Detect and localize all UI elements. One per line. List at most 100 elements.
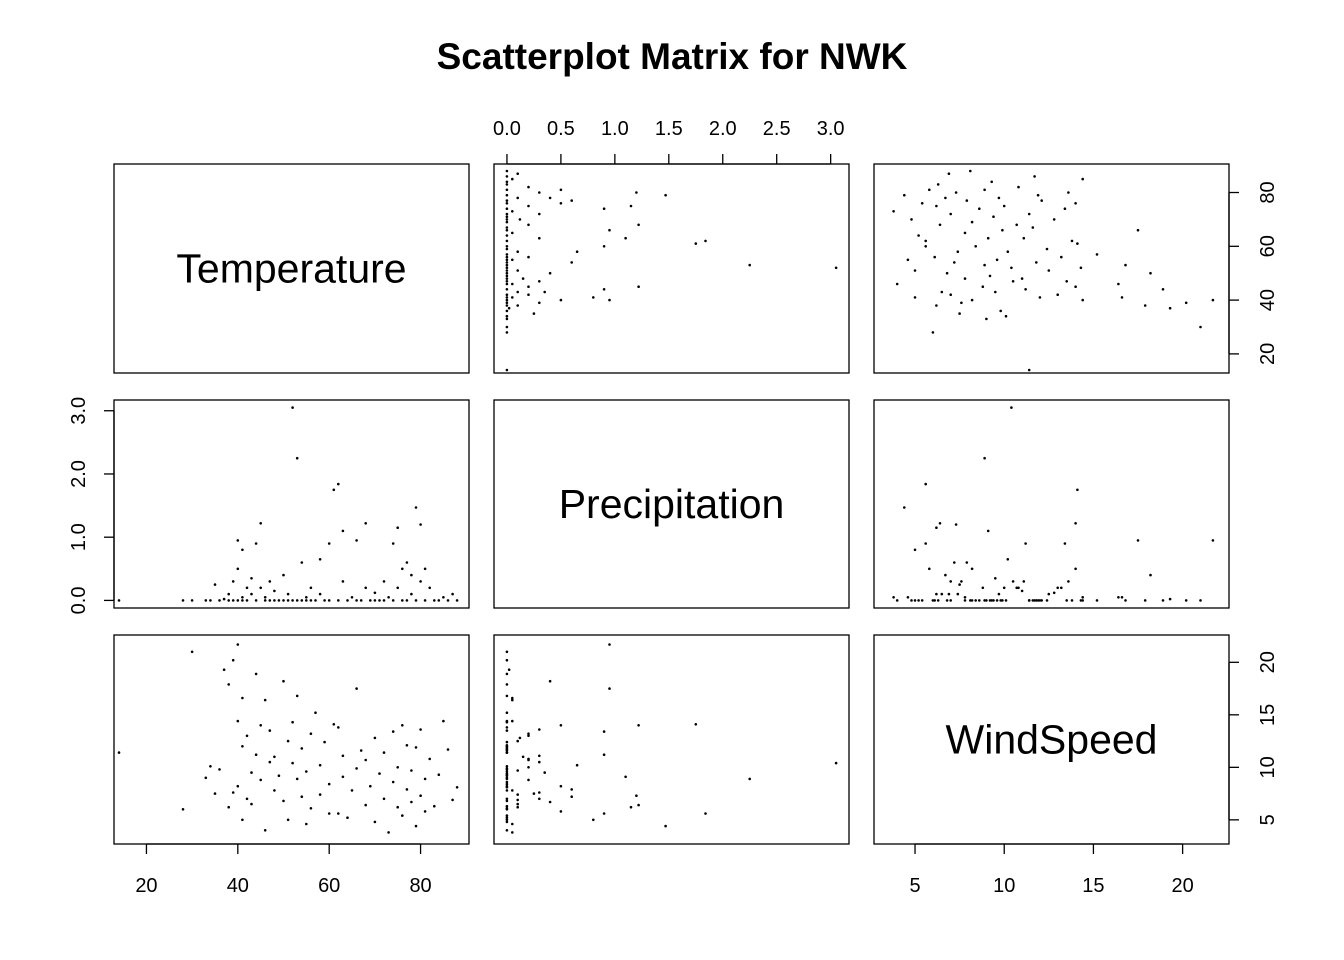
x-tick-label: 20 xyxy=(1171,875,1193,897)
scatter-point xyxy=(548,800,552,804)
scatter-point xyxy=(1199,325,1202,329)
scatter-point xyxy=(527,293,530,297)
scatter-point xyxy=(346,816,349,819)
scatter-point xyxy=(913,599,917,602)
y-tick-label: 0.0 xyxy=(68,587,90,615)
scatter-point xyxy=(516,802,519,806)
scatter-point xyxy=(635,794,638,797)
scatter-point xyxy=(1120,296,1124,299)
scatter-point xyxy=(259,778,263,782)
scatter-point xyxy=(969,169,972,173)
scatter-point xyxy=(318,793,322,796)
scatter-point xyxy=(273,755,276,759)
scatter-point xyxy=(704,812,707,815)
panel-temperature-vs-windspeed xyxy=(873,163,1230,374)
scatter-point xyxy=(423,777,427,781)
scatter-point xyxy=(1074,202,1077,205)
scatter-point xyxy=(958,312,961,315)
panel-frame xyxy=(493,163,850,374)
scatter-point xyxy=(910,599,913,602)
scatter-point xyxy=(505,188,509,192)
scatter-point xyxy=(382,599,386,602)
scatter-point xyxy=(373,820,377,824)
scatter-point xyxy=(516,769,519,772)
scatter-point xyxy=(928,567,931,571)
scatter-point xyxy=(892,210,895,213)
scatter-point xyxy=(505,773,509,776)
scatter-point xyxy=(295,777,299,781)
scatter-point xyxy=(924,542,927,545)
scatter-point xyxy=(505,729,509,732)
scatter-point xyxy=(559,784,563,788)
scatter-point xyxy=(405,599,409,602)
scatter-point xyxy=(419,523,422,526)
scatter-point xyxy=(373,736,377,740)
scatter-point xyxy=(986,236,990,240)
bottom-axis-windspeed xyxy=(914,843,1184,854)
scatter-point xyxy=(241,548,244,552)
scatter-point xyxy=(505,228,509,232)
scatter-point xyxy=(511,210,514,213)
scatter-point xyxy=(291,720,294,724)
scatter-point xyxy=(346,599,349,602)
scatter-point xyxy=(1211,539,1215,542)
scatter-point xyxy=(295,456,299,460)
scatter-point xyxy=(337,482,340,486)
scatter-point xyxy=(1063,207,1067,210)
scatter-point xyxy=(254,753,258,756)
scatter-point xyxy=(748,777,751,781)
scatter-point xyxy=(396,586,400,590)
scatter-point xyxy=(505,740,509,744)
scatter-point xyxy=(1036,193,1040,197)
scatter-point xyxy=(527,757,530,761)
scatter-point xyxy=(250,592,253,596)
scatter-point xyxy=(538,212,541,216)
scatter-point xyxy=(940,592,944,596)
scatter-point xyxy=(575,763,579,767)
scatter-point xyxy=(359,599,363,602)
x-tick-label: 0.5 xyxy=(547,118,575,140)
scatter-point xyxy=(637,724,640,727)
scatter-point xyxy=(364,586,368,590)
panel-frame xyxy=(493,399,850,609)
scatter-point xyxy=(1011,580,1015,583)
scatter-point xyxy=(1015,223,1018,227)
scatter-point xyxy=(944,196,947,200)
scatter-point xyxy=(305,596,308,599)
scatter-point xyxy=(511,177,514,181)
scatter-point xyxy=(277,774,281,777)
scatter-point xyxy=(505,720,509,724)
scatter-point xyxy=(505,789,509,792)
scatter-point xyxy=(263,599,267,602)
scatter-point xyxy=(286,739,290,743)
scatter-point xyxy=(608,687,611,690)
scatter-point xyxy=(355,767,358,770)
scatter-point xyxy=(190,650,194,654)
scatter-point xyxy=(318,592,322,596)
scatter-point xyxy=(1063,542,1067,545)
scatter-point xyxy=(414,599,418,602)
scatter-point xyxy=(1136,539,1140,542)
scatter-point xyxy=(592,818,595,822)
scatter-point xyxy=(314,711,317,714)
scatter-point xyxy=(505,298,509,302)
scatter-point xyxy=(505,314,509,318)
scatter-point xyxy=(382,580,386,583)
scatter-point xyxy=(231,580,235,583)
y-tick-label: 60 xyxy=(1257,235,1279,257)
scatter-point xyxy=(936,183,940,186)
scatter-point xyxy=(505,368,509,372)
scatter-point xyxy=(414,824,418,828)
scatter-point xyxy=(637,285,640,289)
scatter-point xyxy=(433,599,436,602)
scatter-point xyxy=(518,218,522,221)
panel-frame xyxy=(113,163,470,374)
scatter-point xyxy=(1081,596,1084,599)
scatter-point xyxy=(263,698,267,702)
scatter-point xyxy=(559,202,563,205)
scatter-point xyxy=(405,788,409,791)
scatter-point xyxy=(694,723,698,726)
scatter-point xyxy=(433,804,436,808)
scatter-point xyxy=(664,824,667,828)
scatter-point xyxy=(992,599,995,602)
